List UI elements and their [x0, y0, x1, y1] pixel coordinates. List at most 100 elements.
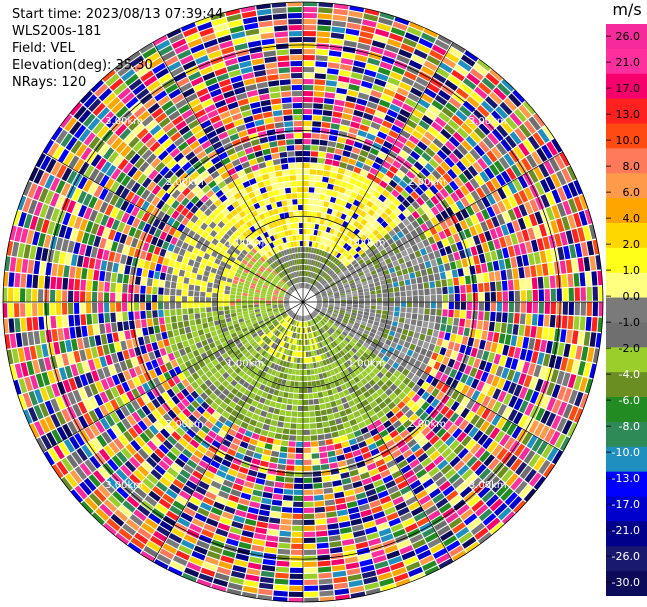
- velocity-cell: [455, 188, 465, 199]
- velocity-cell: [183, 534, 198, 545]
- velocity-cell: [286, 459, 295, 465]
- velocity-cell: [283, 249, 288, 256]
- velocity-cell: [449, 456, 461, 468]
- velocity-cell: [255, 313, 262, 318]
- velocity-cell: [333, 347, 339, 353]
- velocity-cell: [272, 270, 278, 276]
- velocity-cell: [457, 464, 470, 476]
- velocity-cell: [300, 345, 303, 351]
- velocity-cell: [303, 459, 312, 465]
- velocity-cell: [331, 474, 341, 481]
- velocity-cell: [234, 272, 241, 278]
- velocity-cell: [424, 505, 438, 516]
- velocity-cell: [50, 303, 56, 316]
- velocity-cell: [418, 302, 424, 308]
- velocity-cell: [236, 312, 243, 316]
- velocity-cell: [346, 501, 358, 509]
- velocity-cell: [419, 182, 429, 192]
- velocity-cell: [236, 288, 243, 293]
- velocity-cell: [244, 316, 250, 321]
- velocity-cell: [441, 279, 448, 287]
- velocity-cell: [398, 373, 406, 382]
- velocity-cell: [351, 338, 358, 344]
- velocity-cell: [398, 351, 406, 360]
- velocity-cell: [425, 109, 437, 121]
- velocity-cell: [303, 441, 311, 447]
- velocity-cell: [331, 406, 339, 413]
- velocity-cell: [422, 321, 429, 328]
- velocity-cell: [278, 296, 284, 299]
- velocity-cell: [396, 270, 403, 277]
- velocity-cell: [412, 290, 418, 296]
- velocity-cell: [104, 282, 110, 292]
- velocity-cell: [140, 302, 146, 311]
- velocity-cell: [292, 253, 296, 259]
- velocity-cell: [208, 415, 218, 425]
- velocity-cell: [419, 411, 429, 421]
- velocity-cell: [152, 294, 158, 302]
- velocity-cell: [299, 277, 301, 283]
- velocity-cell: [349, 379, 356, 386]
- velocity-cell: [182, 226, 191, 235]
- velocity-cell: [290, 67, 302, 73]
- velocity-cell: [99, 201, 109, 214]
- velocity-cell: [157, 221, 166, 231]
- velocity-cell: [211, 359, 219, 367]
- velocity-cell: [241, 348, 248, 355]
- velocity-cell: [389, 375, 397, 383]
- velocity-cell: [516, 336, 524, 348]
- velocity-cell: [165, 488, 178, 500]
- velocity-cell: [368, 127, 379, 136]
- velocity-cell: [512, 324, 519, 335]
- velocity-cell: [394, 306, 400, 312]
- velocity-cell: [374, 156, 384, 165]
- velocity-cell: [167, 266, 174, 275]
- velocity-cell: [282, 270, 287, 276]
- velocity-cell: [406, 223, 415, 232]
- velocity-cell: [204, 217, 212, 226]
- velocity-cell: [303, 513, 315, 519]
- velocity-cell: [387, 77, 401, 86]
- velocity-cell: [185, 443, 196, 454]
- velocity-cell: [186, 375, 195, 384]
- velocity-cell: [264, 480, 275, 487]
- velocity-cell: [242, 295, 248, 300]
- velocity-cell: [317, 554, 331, 561]
- velocity-cell: [315, 307, 321, 311]
- velocity-cell: [377, 67, 391, 76]
- velocity-cell: [432, 138, 444, 149]
- velocity-cell: [289, 311, 294, 317]
- velocity-cell: [74, 432, 85, 447]
- velocity-cell: [253, 113, 264, 121]
- velocity-cell: [307, 211, 313, 217]
- velocity-cell: [377, 490, 389, 499]
- velocity-cell: [284, 300, 290, 302]
- velocity-cell: [267, 166, 275, 173]
- velocity-cell: [110, 411, 121, 424]
- velocity-cell: [278, 306, 284, 309]
- velocity-cell: [72, 403, 82, 417]
- velocity-cell: [194, 313, 201, 320]
- velocity-cell: [326, 351, 331, 358]
- velocity-cell: [410, 191, 420, 200]
- velocity-cell: [128, 226, 137, 237]
- velocity-cell: [210, 402, 219, 410]
- velocity-cell: [360, 218, 368, 226]
- velocity-cell: [435, 476, 448, 487]
- velocity-cell: [372, 116, 384, 125]
- velocity-cell: [247, 444, 256, 452]
- velocity-cell: [376, 330, 383, 337]
- velocity-cell: [329, 369, 336, 376]
- velocity-cell: [447, 424, 458, 435]
- velocity-cell: [287, 309, 292, 314]
- velocity-cell: [385, 245, 392, 253]
- velocity-cell: [510, 335, 518, 347]
- velocity-cell: [167, 378, 176, 388]
- velocity-cell: [116, 451, 128, 464]
- velocity-cell: [315, 181, 322, 188]
- velocity-cell: [313, 392, 319, 399]
- velocity-cell: [401, 227, 410, 236]
- velocity-cell: [110, 386, 120, 398]
- velocity-cell: [250, 218, 257, 225]
- velocity-cell: [282, 206, 289, 212]
